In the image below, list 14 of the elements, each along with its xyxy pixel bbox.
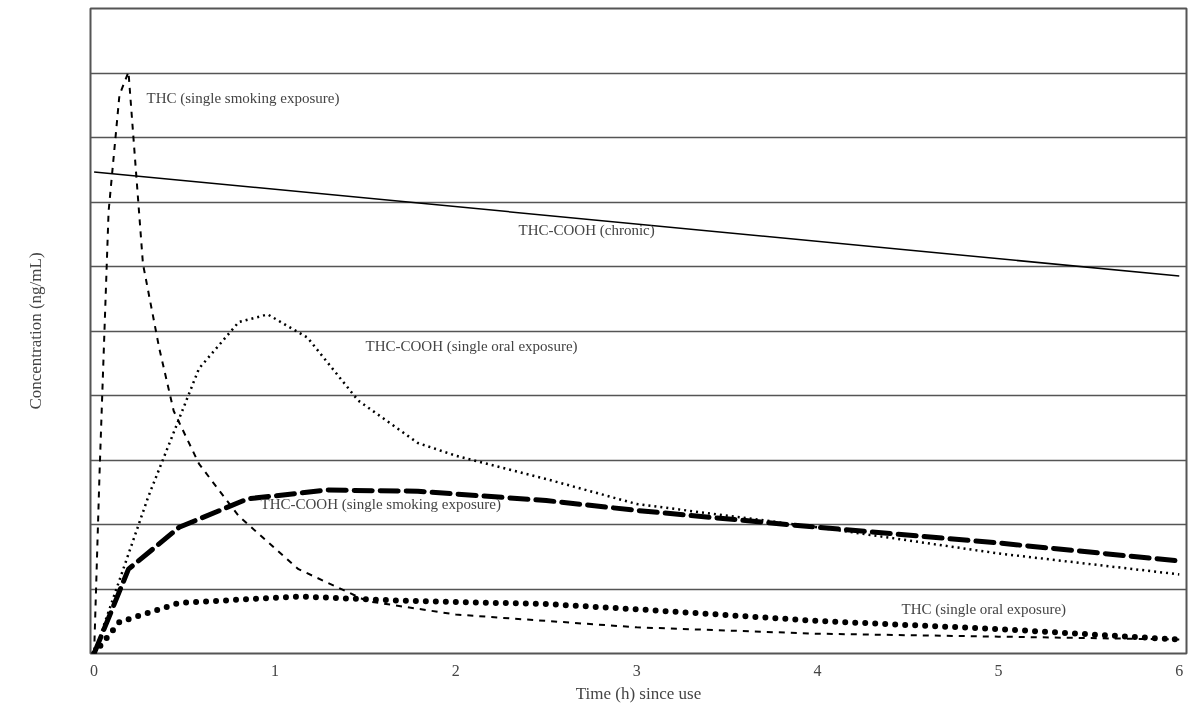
series-label: THC (single smoking exposure) (146, 89, 340, 107)
series-label: THC (single oral exposure) (901, 600, 1067, 618)
x-tick-label: 1 (270, 661, 279, 679)
x-axis-title: Time (h) since use (575, 683, 702, 703)
x-tick-label: 3 (632, 661, 641, 679)
x-tick-label: 4 (813, 661, 822, 679)
y-axis-title: Concentration (ng/mL) (25, 252, 45, 410)
x-tick-label: 0 (90, 661, 99, 679)
series-label: THC-COOH (single smoking exposure) (260, 495, 501, 513)
x-tick-label: 5 (994, 661, 1003, 679)
x-tick-label: 6 (1175, 661, 1184, 679)
text: THC-COOH (single oral exposure) (365, 337, 578, 355)
x-tick-label: 2 (451, 661, 460, 679)
series-label: THC-COOH (chronic) (518, 221, 655, 239)
